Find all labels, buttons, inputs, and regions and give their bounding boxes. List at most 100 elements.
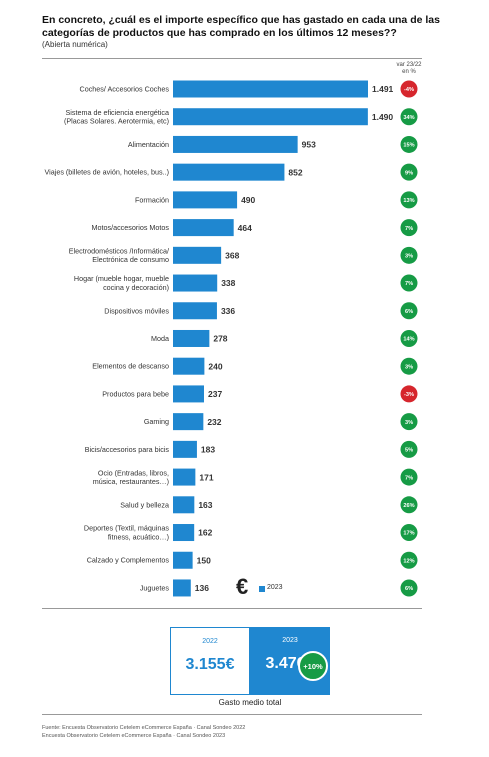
value-label: 232 <box>207 417 221 427</box>
variation-badge <box>400 524 418 542</box>
variation-badge <box>400 219 418 237</box>
variation-badge <box>400 302 418 320</box>
variation-label: 14% <box>403 337 414 343</box>
value-label: 953 <box>302 140 316 150</box>
bar-row: Productos para bebe 237 -3% <box>102 385 418 403</box>
variation-label: 6% <box>405 309 413 315</box>
bottom-divider <box>42 608 422 609</box>
variation-label: 12% <box>403 558 414 564</box>
category-label: Ocio (Entradas, libros, música, restauran… <box>93 468 169 486</box>
bar-row: Moda 278 14% <box>151 329 418 347</box>
category-label: Electrodomésticos /Informática/Electróni… <box>69 247 169 265</box>
variation-badge <box>400 551 418 569</box>
bar <box>173 163 285 181</box>
source-line-1: Fuente: Encuesta Observatorio Cetelem eC… <box>42 725 246 731</box>
variation-badge <box>400 468 418 486</box>
bar-row: Hogar (mueble hogar, mueble cocina y deco… <box>74 274 418 292</box>
total-2022-box: 2022 3.155€ <box>170 627 250 695</box>
bar <box>173 524 195 542</box>
total-2022-value: 3.155€ <box>185 656 235 673</box>
bar <box>173 357 205 375</box>
bar-row: Salud y belleza 163 26% <box>120 496 418 514</box>
bar <box>173 80 368 98</box>
value-label: 150 <box>197 555 211 565</box>
variation-badge <box>400 274 418 292</box>
variation-badge <box>400 329 418 347</box>
bar-row: Motos/accesorios Motos 464 7% <box>92 219 418 237</box>
chart-subtitle: (Abierta numérica) <box>42 40 108 49</box>
bar-row: Calzado y Complementos 150 12% <box>87 551 418 569</box>
variation-badge <box>400 246 418 264</box>
variation-label: 3% <box>405 364 413 370</box>
bar-row: Alimentación 953 15% <box>128 135 418 153</box>
value-label: 368 <box>225 251 239 261</box>
category-label: Alimentación <box>128 140 169 149</box>
bar-row: Bicis/accesorios para bicis 183 5% <box>85 440 418 458</box>
bar <box>173 191 238 209</box>
source-line-2: Encuesta Observatorio Cetelem eCommerce … <box>42 733 226 739</box>
variation-label: 17% <box>403 531 414 537</box>
bar <box>173 440 197 458</box>
value-label: 136 <box>195 583 209 593</box>
value-label: 490 <box>241 195 255 205</box>
value-label: 240 <box>208 361 222 371</box>
value-label: 464 <box>238 223 252 233</box>
bar <box>173 496 195 514</box>
bar <box>173 468 196 486</box>
bar <box>173 413 204 431</box>
bar <box>173 329 210 347</box>
total-change-badge: +10% <box>298 651 328 681</box>
value-label: 1.490 <box>372 112 394 122</box>
value-label: 852 <box>288 167 302 177</box>
bar-row: Electrodomésticos /Informática/Electróni… <box>69 246 418 265</box>
value-label: 336 <box>221 306 235 316</box>
category-label: Elementos de descanso <box>92 362 169 371</box>
variation-label: 3% <box>405 254 413 260</box>
category-label: Coches/ Accesorios Coches <box>80 85 170 94</box>
value-label: 183 <box>201 445 215 455</box>
category-label: Productos para bebe <box>102 389 169 398</box>
variation-header-line2: en % <box>402 69 416 75</box>
variation-label: -4% <box>404 87 414 93</box>
variation-badge <box>400 163 418 181</box>
bar-row: Sistema de eficiencia energética (Placas … <box>64 108 418 126</box>
variation-badge <box>400 357 418 375</box>
variation-badge <box>400 440 418 458</box>
variation-badge <box>400 579 418 597</box>
variation-label: 7% <box>405 475 413 481</box>
bar-row: Formación 490 13% <box>135 191 418 209</box>
variation-badge <box>400 496 418 514</box>
euro-icon: € <box>236 574 249 599</box>
total-label: Gasto medio total <box>218 698 282 707</box>
value-label: 278 <box>213 334 227 344</box>
category-label: Motos/accesorios Motos <box>92 223 170 232</box>
variation-label: 3% <box>405 420 413 426</box>
bar <box>173 302 217 320</box>
variation-label: 6% <box>405 586 413 592</box>
variation-badge <box>400 108 418 126</box>
category-label: Salud y belleza <box>120 500 169 509</box>
bar-row: Ocio (Entradas, libros, música, restauran… <box>93 468 418 486</box>
category-label: Dispositivos móviles <box>104 306 169 315</box>
total-2023-year: 2023 <box>282 637 298 644</box>
category-label: Moda <box>151 334 169 343</box>
source-note: Fuente: Encuesta Observatorio Cetelem eC… <box>42 724 245 740</box>
top-divider <box>42 58 422 59</box>
variation-label: -3% <box>404 392 414 398</box>
variation-label: 13% <box>403 198 414 204</box>
variation-badge <box>400 413 418 431</box>
bar-row: Gaming 232 3% <box>144 413 418 431</box>
bar-chart: Coches/ Accesorios Coches 1.491 -4% Sistema… <box>44 80 418 597</box>
chart-title: En concreto, ¿cuál es el importe específ… <box>42 14 440 39</box>
bar <box>173 219 234 237</box>
category-label: Sistema de eficiencia energética (Placas … <box>64 108 169 126</box>
bar <box>173 579 191 597</box>
bar <box>173 246 222 264</box>
bar-row: Coches/ Accesorios Coches 1.491 -4% <box>80 80 418 98</box>
value-label: 1.491 <box>372 84 394 94</box>
category-label: Gaming <box>144 417 169 426</box>
bar-row: Elementos de descanso 240 3% <box>92 357 418 375</box>
value-label: 171 <box>199 472 213 482</box>
variation-label: 5% <box>405 448 413 454</box>
bar-row: Juguetes 136 6% <box>140 579 418 597</box>
